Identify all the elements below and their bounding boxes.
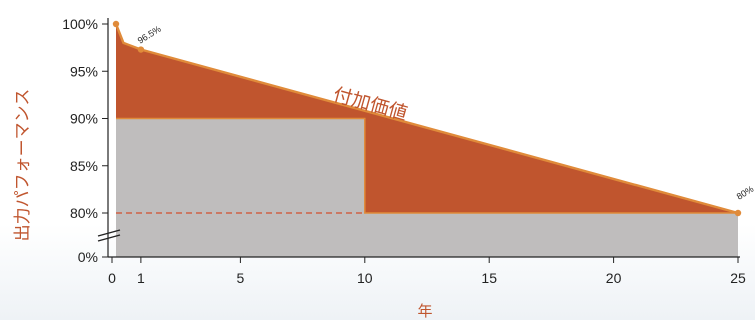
x-tick-label-0: 0 [108,270,116,286]
annotation-year1-value: 96.5% [136,24,163,46]
ticks-layer: 0%80%85%90%95%100%0 1 5 10 15 20 25 [62,16,746,286]
y-tick-label-4: 95% [70,63,98,79]
x-tick-label-3: 10 [357,270,373,286]
annotation-end-value: 80% [735,184,755,202]
x-tick-label-1: 1 [137,270,145,286]
x-tick-label-5: 20 [606,270,622,286]
x-axis-label: 年 [417,302,432,320]
areas-layer [116,24,738,257]
guarantee-area [116,118,738,257]
data-point-1 [137,46,145,53]
axis-break-mark-1 [97,229,121,237]
x-tick-label-6: 25 [730,270,746,286]
data-point-0 [112,20,120,28]
y-tick-label-1: 80% [70,205,98,221]
y-tick-label-5: 100% [62,16,98,32]
guarantee-step-line [116,117,738,214]
axis-break-mark-2 [97,234,121,242]
y-tick-label-0: 0% [78,249,98,265]
y-tick-label-2: 85% [70,158,98,174]
warranty-line [114,23,739,215]
x-tick-label-2: 5 [237,270,245,286]
y-axis-label: 出力パフォーマンス [13,89,33,242]
lines-layer [112,20,742,217]
data-point-2 [734,209,742,217]
axes-layer [97,18,740,258]
y-tick-label-3: 90% [70,111,98,127]
x-tick-label-4: 15 [481,270,497,286]
